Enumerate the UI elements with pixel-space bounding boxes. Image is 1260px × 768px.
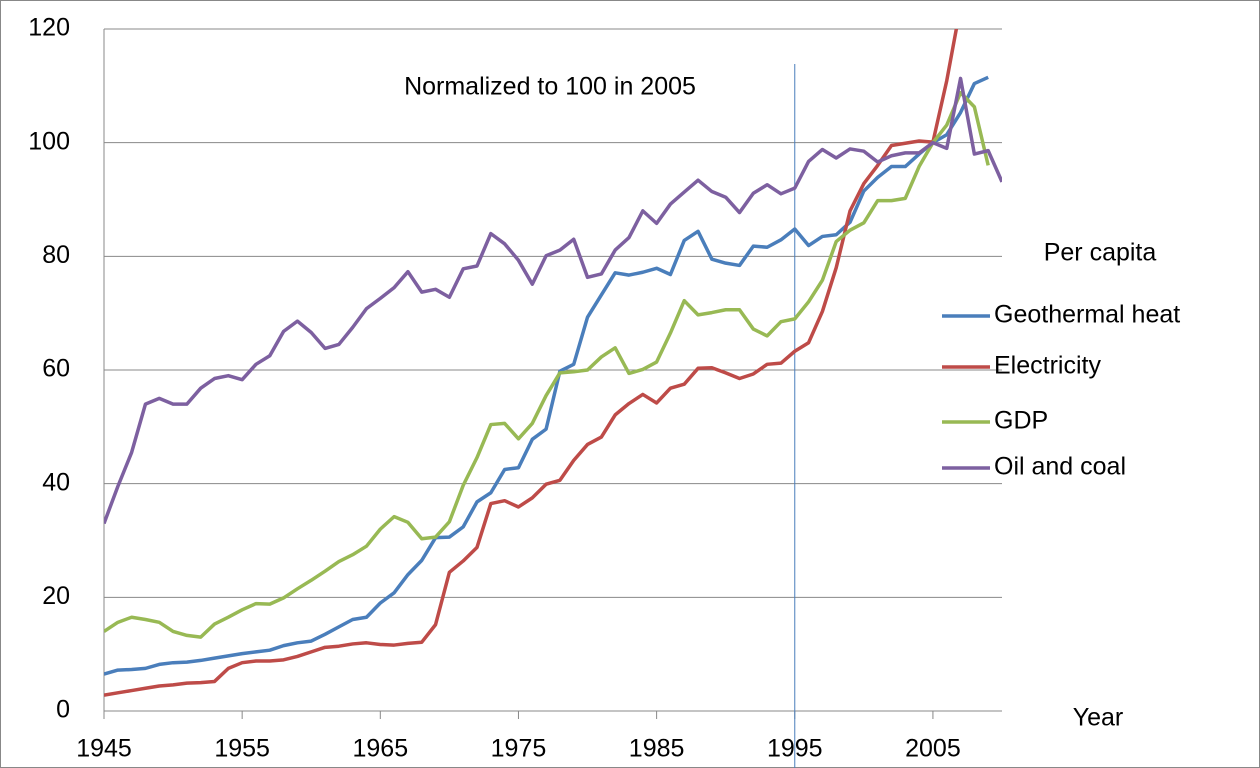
- legend-label: GDP: [994, 407, 1048, 435]
- series-line: [104, 75, 989, 676]
- x-tick-label: 2005: [905, 735, 961, 763]
- y-tick-label: 40: [42, 468, 70, 496]
- legend-label: Oil and coal: [994, 453, 1126, 481]
- x-tick-label: 1975: [491, 735, 547, 763]
- y-tick-label: 80: [42, 241, 70, 269]
- x-axis-label: Year: [1073, 704, 1124, 732]
- series-line: [104, 90, 990, 639]
- y-tick-label: 60: [42, 355, 70, 383]
- legend-label: Geothermal heat: [994, 301, 1180, 329]
- x-tick-label: 1955: [214, 735, 270, 763]
- legend-title: Per capita: [1044, 239, 1157, 267]
- x-tick-label: 1945: [76, 735, 132, 763]
- series-line: [104, 76, 1002, 525]
- x-tick-label: 1985: [629, 735, 685, 763]
- y-tick-label: 100: [28, 127, 70, 155]
- legend-label: Electricity: [994, 352, 1101, 380]
- y-tick-label: 120: [28, 14, 70, 42]
- annotation: Normalized to 100 in 2005: [404, 73, 696, 101]
- series-line: [104, 29, 959, 697]
- x-tick-label: 1965: [352, 735, 408, 763]
- y-tick-label: 0: [56, 696, 70, 724]
- y-tick-label: 20: [42, 582, 70, 610]
- plot-area: [104, 29, 1002, 697]
